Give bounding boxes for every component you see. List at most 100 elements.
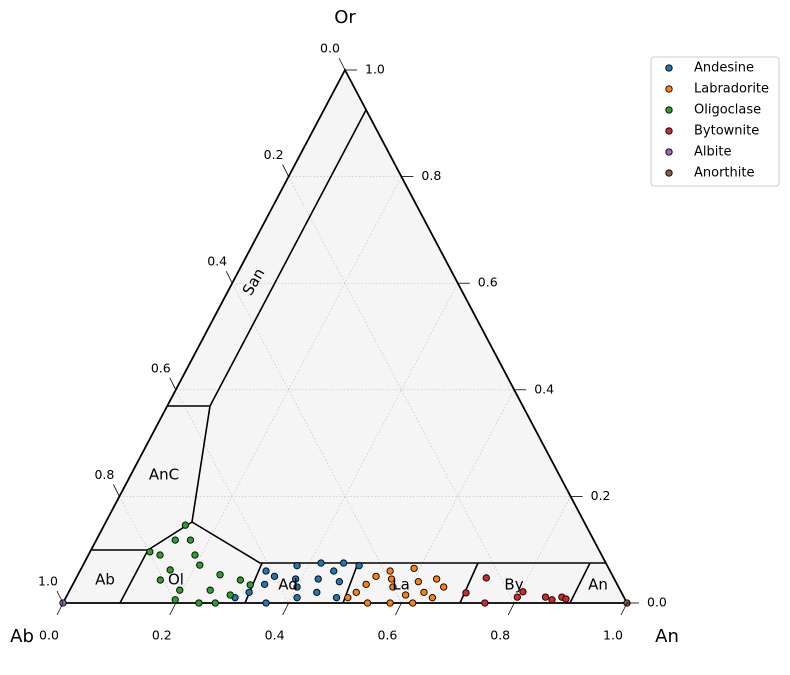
region-label: An <box>588 576 608 594</box>
legend-label: Anorthite <box>694 166 754 181</box>
legend-marker <box>665 64 673 72</box>
data-point <box>191 551 199 559</box>
an-tick-label: 0.6 <box>377 628 397 643</box>
data-point <box>246 581 254 589</box>
legend-label: Bytownite <box>694 124 759 139</box>
ab-tick-label: 0.6 <box>151 360 171 375</box>
data-point <box>440 583 448 591</box>
or-tick-label: 0.6 <box>478 275 498 290</box>
ab-tick-label: 0.2 <box>264 147 284 162</box>
an-tick-label: 0.8 <box>490 628 510 643</box>
tick-mark <box>620 602 628 616</box>
axis-label: Ab <box>10 626 34 647</box>
data-point <box>186 536 195 544</box>
data-point <box>541 593 550 601</box>
an-tick-label: 0.2 <box>152 628 172 643</box>
ab-tick-label: 0.8 <box>94 467 114 482</box>
data-point <box>293 583 301 591</box>
tick-mark <box>169 377 177 390</box>
legend-marker <box>665 106 673 114</box>
data-point <box>236 576 245 584</box>
ab-tick-label: 0.4 <box>207 254 227 269</box>
region-label: By <box>504 576 523 594</box>
ab-tick-label: 0.0 <box>320 41 340 56</box>
data-point <box>335 578 344 586</box>
tick-mark <box>113 484 120 497</box>
tick-mark <box>282 602 289 616</box>
data-point <box>196 561 204 569</box>
data-point <box>386 567 394 575</box>
data-point <box>146 548 154 556</box>
tick-mark <box>169 602 177 616</box>
data-point <box>332 594 341 602</box>
data-point <box>410 564 418 573</box>
region-label: Ol <box>168 571 184 589</box>
data-point <box>245 588 253 596</box>
region-label: AnC <box>149 466 179 484</box>
legend-label: Andesine <box>694 61 754 76</box>
data-point <box>339 559 348 567</box>
plot-area <box>63 70 627 603</box>
data-point <box>363 599 372 607</box>
data-point <box>462 589 470 597</box>
data-point <box>260 580 269 588</box>
data-point <box>181 521 190 529</box>
tick-mark <box>225 271 233 284</box>
tick-mark <box>56 590 64 604</box>
an-tick-label: 0.0 <box>39 628 59 643</box>
data-point <box>226 591 234 599</box>
legend-label: Labradorite <box>694 82 769 97</box>
or-tick-label: 1.0 <box>365 62 385 77</box>
legend-label: Albite <box>694 145 731 160</box>
data-point <box>270 572 279 580</box>
tick-mark <box>338 57 346 71</box>
legend-box <box>650 56 780 187</box>
grid-line <box>513 496 571 604</box>
data-point <box>313 588 321 596</box>
data-point <box>481 599 489 607</box>
data-point <box>330 567 338 575</box>
data-point <box>355 562 363 570</box>
region-label: Ab <box>95 571 115 589</box>
triangle-frame <box>61 68 629 604</box>
data-point <box>409 599 417 607</box>
data-point <box>414 578 422 586</box>
data-point <box>513 593 521 601</box>
or-tick-label: 0.2 <box>591 488 611 503</box>
an-tick-label: 1.0 <box>603 628 623 643</box>
data-point <box>314 575 322 583</box>
data-point <box>362 580 370 588</box>
tick-mark <box>56 602 64 616</box>
legend-marker <box>665 148 673 156</box>
tick-mark <box>282 164 289 177</box>
region-label: La <box>392 576 410 594</box>
data-point <box>482 574 490 582</box>
data-point <box>291 575 300 583</box>
axis-label: An <box>655 626 679 647</box>
data-point <box>195 599 203 607</box>
or-tick-label: 0.4 <box>534 381 554 396</box>
or-tick-label: 0.8 <box>421 168 441 183</box>
data-point <box>432 575 441 583</box>
data-point <box>420 588 428 596</box>
data-point <box>262 567 270 575</box>
data-point <box>171 596 179 604</box>
axis-label: Or <box>334 7 356 28</box>
data-point <box>562 595 570 603</box>
data-point <box>389 583 397 591</box>
legend-label: Oligoclase <box>694 103 761 118</box>
data-point <box>293 562 301 570</box>
data-point <box>372 572 380 580</box>
data-point <box>176 586 184 594</box>
legend-marker <box>665 169 673 177</box>
tick-mark <box>395 602 402 616</box>
data-point <box>317 559 325 567</box>
grid-line <box>231 283 402 604</box>
data-point <box>156 551 164 559</box>
data-point <box>262 599 270 607</box>
data-point <box>519 588 527 596</box>
data-point <box>344 594 352 602</box>
region-label: Ad <box>278 576 298 594</box>
data-point <box>387 575 396 583</box>
